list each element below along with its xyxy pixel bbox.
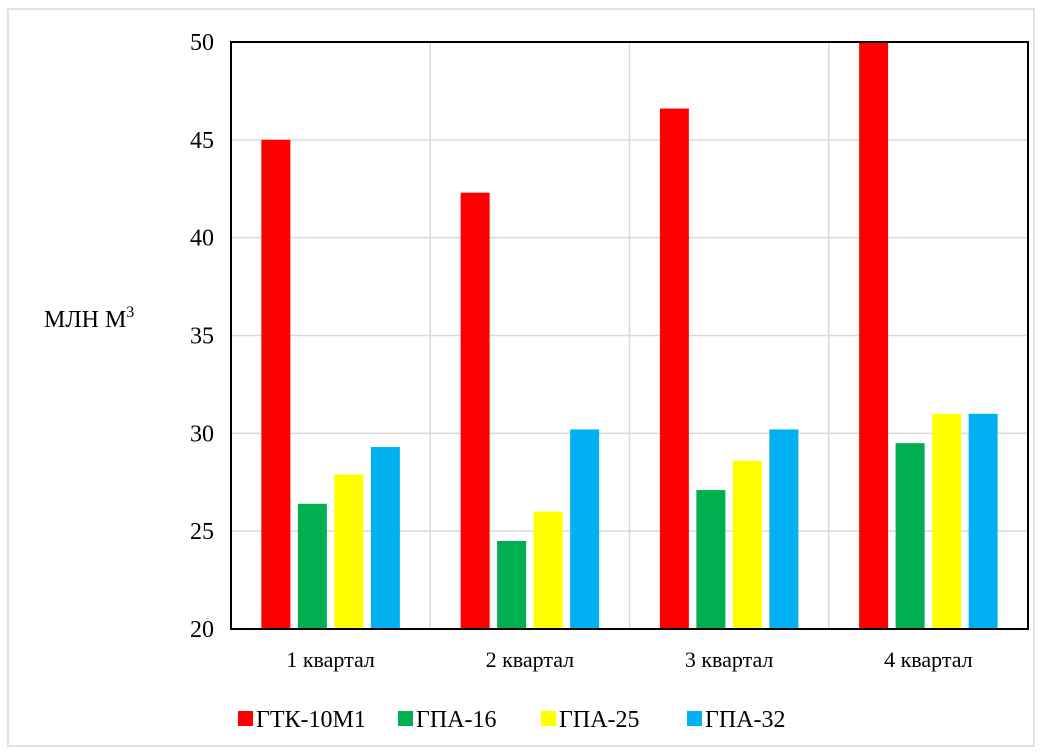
y-axis-title: МЛН М3	[44, 304, 134, 333]
bar-ГПА-32-2 квартал	[570, 429, 600, 629]
bar-ГПА-16-2 квартал	[497, 540, 527, 629]
bar-ГПА-25-3 квартал	[732, 460, 762, 629]
y-axis-title-text: МЛН М	[44, 307, 126, 333]
bar-ГПА-25-2 квартал	[533, 511, 563, 629]
x-tick-label: 2 квартал	[486, 647, 575, 672]
y-tick-label: 50	[190, 30, 214, 56]
bar-ГПА-25-1 квартал	[334, 474, 364, 629]
bar-ГТК-10М1-2 квартал	[460, 192, 490, 629]
bar-ГПА-16-4 квартал	[895, 443, 925, 629]
bars	[261, 42, 998, 630]
x-tick-label: 4 квартал	[884, 647, 973, 672]
legend-swatch	[541, 711, 556, 726]
y-axis-title-superscript: 3	[126, 304, 134, 321]
bar-ГТК-10М1-4 квартал	[859, 42, 889, 629]
bar-ГПА-32-1 квартал	[370, 447, 400, 629]
bar-ГТК-10М1-3 квартал	[659, 108, 689, 629]
x-tick-label: 1 квартал	[286, 647, 375, 672]
legend-label: ГТК-10М1	[256, 707, 366, 733]
bar-ГПА-25-4 квартал	[932, 413, 962, 629]
legend-swatch	[238, 711, 253, 726]
y-tick-label: 25	[190, 519, 214, 545]
legend-label: ГПА-16	[416, 707, 497, 733]
legend-label: ГПА-32	[705, 707, 786, 733]
plot-area-border	[230, 41, 1029, 630]
legend: ГТК-10М1 ГПА-16 ГПА-25 ГПА-32	[238, 707, 786, 733]
y-tick-label: 20	[190, 617, 214, 643]
bar-ГТК-10М1-1 квартал	[261, 139, 291, 630]
bar-ГПА-16-1 квартал	[297, 503, 327, 629]
y-tick-label: 40	[190, 226, 214, 252]
y-tick-label: 30	[190, 421, 214, 447]
y-axis-ticks: 20 25 30 35 40 45 50	[190, 30, 214, 643]
y-tick-label: 45	[190, 128, 214, 154]
bar-ГПА-32-3 квартал	[769, 429, 799, 629]
legend-label: ГПА-25	[559, 707, 640, 733]
y-tick-label: 35	[190, 324, 214, 350]
bar-ГПА-16-3 квартал	[696, 490, 726, 629]
x-tick-label: 3 квартал	[685, 647, 774, 672]
legend-swatch	[398, 711, 413, 726]
legend-swatch	[687, 711, 702, 726]
x-axis-ticks: 1 квартал 2 квартал 3 квартал 4 квартал	[286, 647, 972, 672]
bar-ГПА-32-4 квартал	[968, 413, 998, 629]
